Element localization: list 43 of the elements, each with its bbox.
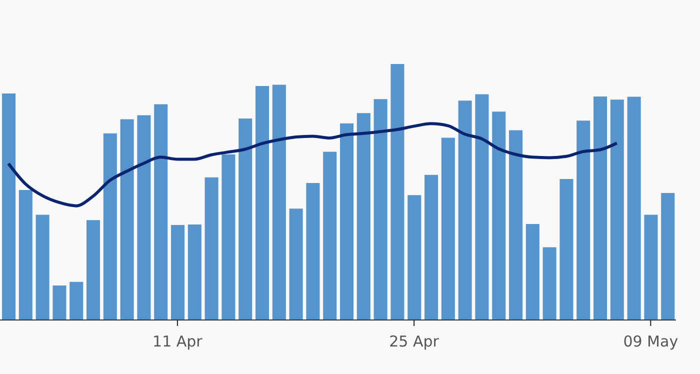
bar [272, 84, 286, 320]
bar [340, 123, 354, 320]
bar [2, 93, 16, 320]
x-tick-label: 25 Apr [389, 332, 440, 351]
bar [238, 118, 252, 320]
bar [526, 224, 540, 320]
bar [542, 247, 556, 320]
bar [171, 225, 185, 320]
x-tick-label: 09 May [623, 332, 678, 351]
bar [103, 133, 117, 320]
x-tick-label: 11 Apr [152, 332, 204, 351]
bar [576, 120, 590, 320]
bar [509, 130, 523, 320]
bar [458, 100, 472, 320]
bar [560, 178, 574, 320]
bar [408, 195, 422, 320]
bar [441, 138, 455, 320]
bar [390, 64, 404, 320]
bar [36, 214, 50, 320]
bar [204, 177, 218, 320]
bar [18, 190, 32, 320]
bar [222, 154, 236, 320]
bar [70, 282, 84, 320]
bar [594, 96, 608, 320]
bar [137, 115, 151, 320]
bar [323, 152, 337, 320]
bar [289, 208, 303, 320]
bar [661, 193, 675, 320]
bar [492, 112, 506, 320]
bar [627, 96, 641, 320]
bar [86, 220, 100, 320]
bar [120, 119, 134, 320]
bar [644, 214, 658, 320]
bar [52, 285, 66, 320]
bar [610, 100, 624, 320]
bar [154, 104, 168, 320]
bar [424, 174, 438, 320]
bar [188, 224, 202, 320]
bar [356, 113, 370, 320]
bar [374, 99, 388, 320]
bar [475, 94, 489, 320]
bar [256, 86, 270, 320]
bar [306, 183, 320, 320]
